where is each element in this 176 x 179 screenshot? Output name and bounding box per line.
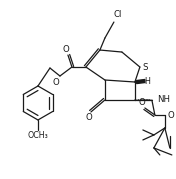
Text: OCH₃: OCH₃ xyxy=(28,131,48,141)
Text: O: O xyxy=(168,112,175,120)
Text: NH: NH xyxy=(157,95,170,105)
Text: O: O xyxy=(86,113,92,122)
Text: H: H xyxy=(144,76,150,86)
Polygon shape xyxy=(135,79,145,84)
Text: O: O xyxy=(53,78,59,86)
Text: S: S xyxy=(142,62,148,72)
Text: O: O xyxy=(63,45,69,54)
Text: O: O xyxy=(139,98,145,107)
Text: Cl: Cl xyxy=(114,9,122,19)
